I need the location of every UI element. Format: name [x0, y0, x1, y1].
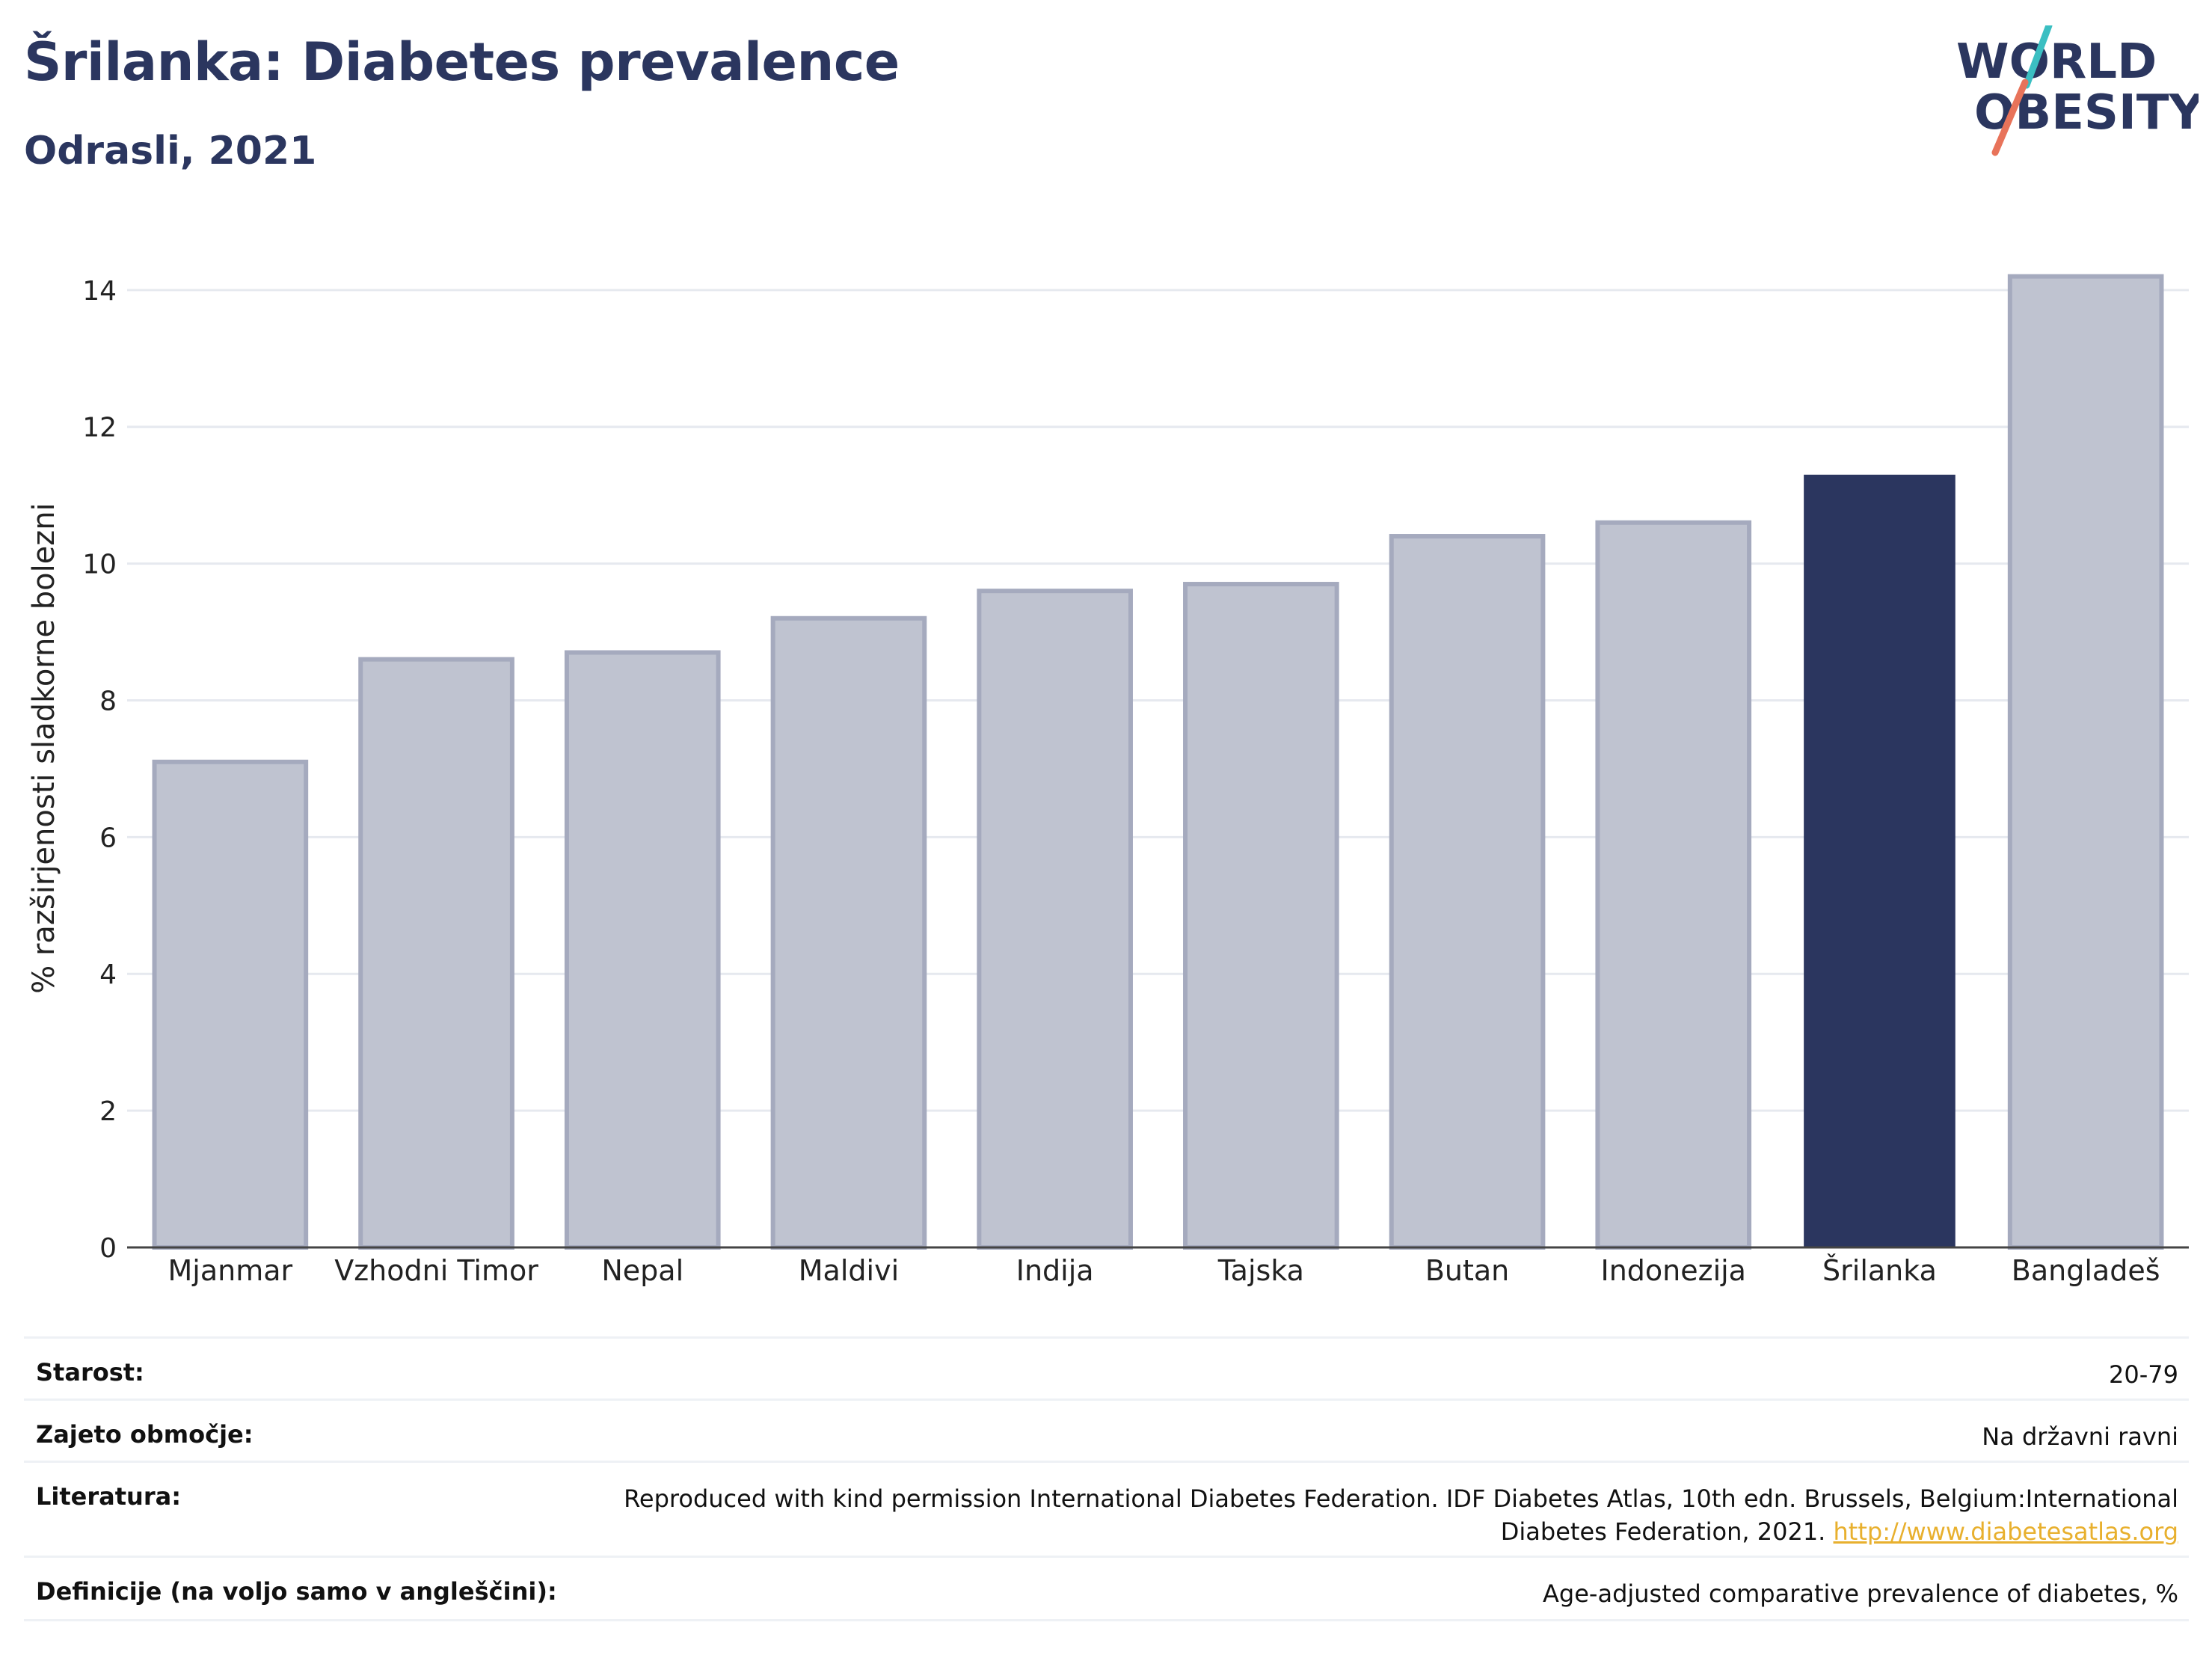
info-value-references: Reproduced with kind permission Internat… [624, 1482, 2178, 1548]
y-tick-label: 10 [82, 550, 117, 580]
chart-title: Šrilanka: Diabetes prevalence [24, 31, 900, 93]
bar-tajska [1183, 582, 1339, 1250]
info-label-definitions: Definicije (na voljo samo v angleščini): [36, 1577, 557, 1606]
references-text-line-2: Diabetes Federation, 2021. [1500, 1517, 1826, 1546]
logo-slash-teal [2023, 25, 2053, 89]
x-tick-labels: Mjanmar Vzhodni Timor Nepal Maldivi Indija Ta… [168, 1254, 2160, 1287]
x-tick-label: Maldivi [799, 1254, 899, 1287]
bar-vzhodni-timor [358, 657, 514, 1250]
info-table: Starost: 20-79 Zajeto območje: Na državn… [24, 1336, 2189, 1621]
info-value-coverage: Na državni ravni [1982, 1422, 2178, 1451]
bar-butan [1389, 534, 1546, 1250]
bar-maldivi [770, 615, 927, 1250]
info-row-age: Starost: 20-79 [24, 1339, 2189, 1401]
info-row-references: Literatura: Reproduced with kind permiss… [24, 1463, 2189, 1558]
chart-subtitle: Odrasli, 2021 [24, 129, 317, 174]
info-label-age: Starost: [36, 1358, 144, 1387]
info-label-coverage: Zajeto območje: [36, 1420, 254, 1449]
y-tick-labels: 0 2 4 6 8 10 12 14 [82, 276, 117, 1264]
logo-slash-coral [1991, 79, 2029, 156]
bar-indonezija [1595, 520, 1752, 1250]
y-tick-label: 0 [99, 1233, 117, 1264]
x-tick-label: Bangladeš [2012, 1254, 2160, 1287]
y-tick-label: 4 [99, 959, 117, 990]
info-value-age: 20-79 [2109, 1360, 2178, 1389]
y-tick-label: 8 [99, 686, 117, 716]
bar-nepal [564, 650, 721, 1250]
logo-line-1: WORLD [1956, 34, 2157, 90]
y-axis-label: % razširjenosti sladkorne bolezni [27, 503, 61, 994]
x-tick-label: Indija [1016, 1254, 1094, 1287]
world-obesity-logo: WORLD OBESITY [1956, 25, 2199, 156]
y-tick-label: 6 [99, 823, 117, 853]
bar-bangladeš [2007, 274, 2164, 1250]
x-tick-label: Vzhodni Timor [334, 1254, 538, 1287]
info-label-references: Literatura: [36, 1482, 181, 1511]
y-tick-label: 12 [82, 413, 117, 443]
bar-mjanmar [152, 759, 309, 1250]
y-tick-label: 2 [99, 1096, 117, 1127]
x-tick-label: Nepal [601, 1254, 683, 1287]
x-tick-label: Butan [1425, 1254, 1509, 1287]
x-tick-label: Mjanmar [168, 1254, 293, 1287]
y-tick-label: 14 [82, 276, 117, 307]
bar-chart: 0 2 4 6 8 10 12 14 Mjanmar Vzhodni Timor Nepal Mal… [27, 274, 2189, 1287]
references-text-line-1: Reproduced with kind permission Internat… [624, 1484, 2178, 1513]
info-row-definitions: Definicije (na voljo samo v angleščini):… [24, 1558, 2189, 1621]
x-tick-label: Indonezija [1601, 1254, 1746, 1287]
bar-indija [977, 589, 1133, 1250]
info-value-definitions: Age-adjusted comparative prevalence of d… [1543, 1579, 2178, 1608]
references-link[interactable]: http://www.diabetesatlas.org [1833, 1517, 2178, 1546]
bars [152, 274, 2164, 1250]
x-tick-label: Šrilanka [1822, 1254, 1937, 1287]
bar-šrilanka [1804, 474, 1956, 1247]
info-row-coverage: Zajeto območje: Na državni ravni [24, 1401, 2189, 1463]
x-tick-label: Tajska [1217, 1254, 1304, 1287]
